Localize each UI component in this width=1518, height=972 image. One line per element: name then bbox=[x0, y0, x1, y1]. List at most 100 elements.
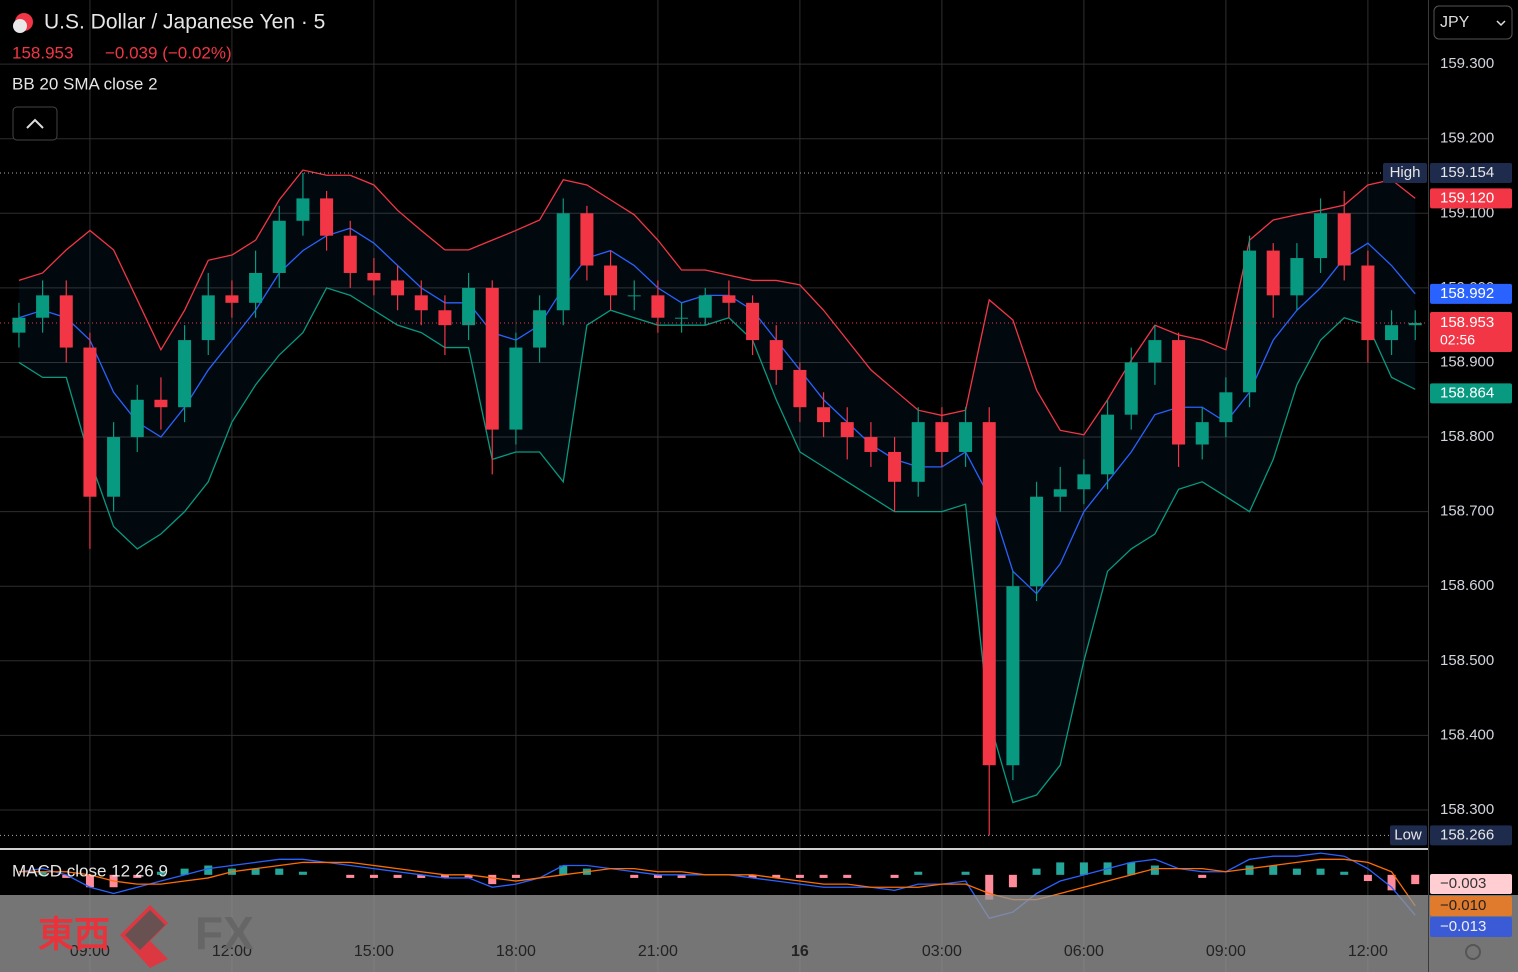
candle-body bbox=[959, 422, 973, 452]
candle-body bbox=[580, 213, 594, 266]
chevron-icon bbox=[26, 118, 44, 129]
y-tick-label: 159.200 bbox=[1440, 130, 1494, 147]
macd-histogram-bar bbox=[985, 874, 994, 900]
collapse-button[interactable] bbox=[12, 106, 58, 141]
candle-body bbox=[154, 399, 168, 408]
candle-body bbox=[840, 422, 854, 438]
candle-body bbox=[509, 347, 523, 430]
macd-histogram-bar bbox=[1032, 868, 1041, 875]
watermark-right: FX bbox=[195, 907, 254, 959]
candle-body bbox=[249, 272, 263, 303]
macd-histogram-bar bbox=[1387, 874, 1396, 891]
candle-body bbox=[391, 280, 405, 296]
candle-body bbox=[107, 437, 121, 497]
histogram-value-badge bbox=[1430, 874, 1512, 894]
macd-histogram-bar bbox=[1363, 874, 1372, 882]
candle-body bbox=[1148, 340, 1162, 363]
macd-histogram-bar bbox=[38, 871, 47, 875]
candle-body bbox=[1290, 258, 1304, 296]
x-tick-label: 03:00 bbox=[922, 943, 962, 960]
x-tick-label: 09:00 bbox=[70, 943, 110, 960]
bottom-overlay bbox=[0, 895, 1518, 972]
high-tag-label: High bbox=[1390, 164, 1421, 181]
candle-body bbox=[769, 340, 783, 370]
candle-body bbox=[556, 213, 570, 311]
candle-body bbox=[1243, 250, 1257, 393]
candle-body bbox=[888, 451, 902, 482]
macd-histogram-bar bbox=[275, 868, 284, 875]
candle-body bbox=[533, 310, 547, 348]
candle-body bbox=[130, 399, 144, 438]
bb-basis-value-badge bbox=[1430, 283, 1512, 304]
signal-value-badge bbox=[1430, 896, 1512, 916]
macd-histogram-bar bbox=[1079, 862, 1088, 875]
currency-select[interactable] bbox=[1433, 5, 1513, 40]
candle-body bbox=[367, 272, 381, 281]
macd-histogram-bar bbox=[204, 865, 213, 875]
macd-histogram-bar bbox=[748, 874, 757, 878]
candle-body bbox=[793, 369, 807, 408]
macd-histogram-bar bbox=[369, 874, 378, 878]
macd-histogram-bar bbox=[1292, 868, 1301, 875]
candle-body bbox=[462, 287, 476, 326]
x-tick-label: 12:00 bbox=[212, 943, 252, 960]
candle-body bbox=[935, 422, 949, 452]
macd-histogram-bar bbox=[772, 874, 781, 878]
x-tick-label: 09:00 bbox=[1206, 943, 1246, 960]
band-fill bbox=[18, 170, 1416, 803]
candle-body bbox=[1314, 213, 1328, 259]
x-tick-label: 12:00 bbox=[1348, 943, 1388, 960]
y-tick-label: 158.600 bbox=[1440, 577, 1494, 594]
indicator-legend: BB 20 SMA close 2 bbox=[12, 74, 158, 93]
macd-histogram-bar bbox=[559, 865, 568, 875]
countdown-label: 02:56 bbox=[1440, 332, 1475, 348]
y-tick-label: 158.400 bbox=[1440, 726, 1494, 743]
x-tick-label: 15:00 bbox=[354, 943, 394, 960]
macd-histogram-bar bbox=[156, 871, 165, 875]
y-tick-label: 158.500 bbox=[1440, 652, 1494, 669]
candle-body bbox=[83, 347, 97, 497]
y-tick-label: 158.300 bbox=[1440, 801, 1494, 818]
candle-body bbox=[1030, 496, 1044, 587]
histogram-value-label: −0.003 bbox=[1440, 875, 1486, 892]
high-tag bbox=[1383, 163, 1427, 184]
candle-body bbox=[178, 340, 192, 408]
macd-histogram-bar bbox=[1127, 862, 1136, 875]
candle-body bbox=[438, 310, 452, 326]
candle-body bbox=[651, 295, 665, 318]
low-value-label: 158.266 bbox=[1440, 826, 1494, 843]
currency-label: JPY bbox=[1440, 14, 1470, 31]
header: U.S. Dollar / Japanese Yen · 5 158.953 −… bbox=[12, 5, 1513, 141]
macd-histogram-bar bbox=[1411, 874, 1420, 885]
watermark-logo bbox=[125, 910, 165, 950]
macd-histogram-bar bbox=[464, 874, 473, 878]
macd-histogram-bar bbox=[440, 874, 449, 878]
bb-lower-value-label: 158.864 bbox=[1440, 384, 1494, 401]
bb-lower-line bbox=[18, 287, 1416, 804]
last-price-label: 158.953 bbox=[1440, 314, 1494, 331]
candle-body bbox=[414, 295, 428, 311]
candle-body bbox=[1266, 250, 1280, 296]
macd-histogram-bar bbox=[819, 874, 828, 878]
y-tick-label: 159.300 bbox=[1440, 55, 1494, 72]
y-tick-label: 158.700 bbox=[1440, 503, 1494, 520]
x-tick-label: 18:00 bbox=[496, 943, 536, 960]
candle-body bbox=[201, 295, 215, 341]
flag-icon bbox=[13, 19, 27, 33]
high-value-badge bbox=[1430, 163, 1512, 184]
macd-histogram-bar bbox=[890, 874, 899, 878]
candle-body bbox=[296, 198, 310, 221]
macd-histogram-bar bbox=[630, 874, 639, 878]
macd-histogram-bar bbox=[1340, 871, 1349, 875]
macd-histogram-bar bbox=[62, 874, 71, 878]
macd-histogram-bar bbox=[843, 874, 852, 878]
bb-upper-value-badge bbox=[1430, 188, 1512, 209]
macd-histogram-bar bbox=[961, 871, 970, 875]
y-tick-label: 158.900 bbox=[1440, 353, 1494, 370]
macd-histogram-bar bbox=[1316, 868, 1325, 875]
candle-body bbox=[604, 265, 618, 296]
macd-histogram-bar bbox=[795, 874, 804, 878]
settings-icon[interactable] bbox=[1465, 944, 1481, 960]
